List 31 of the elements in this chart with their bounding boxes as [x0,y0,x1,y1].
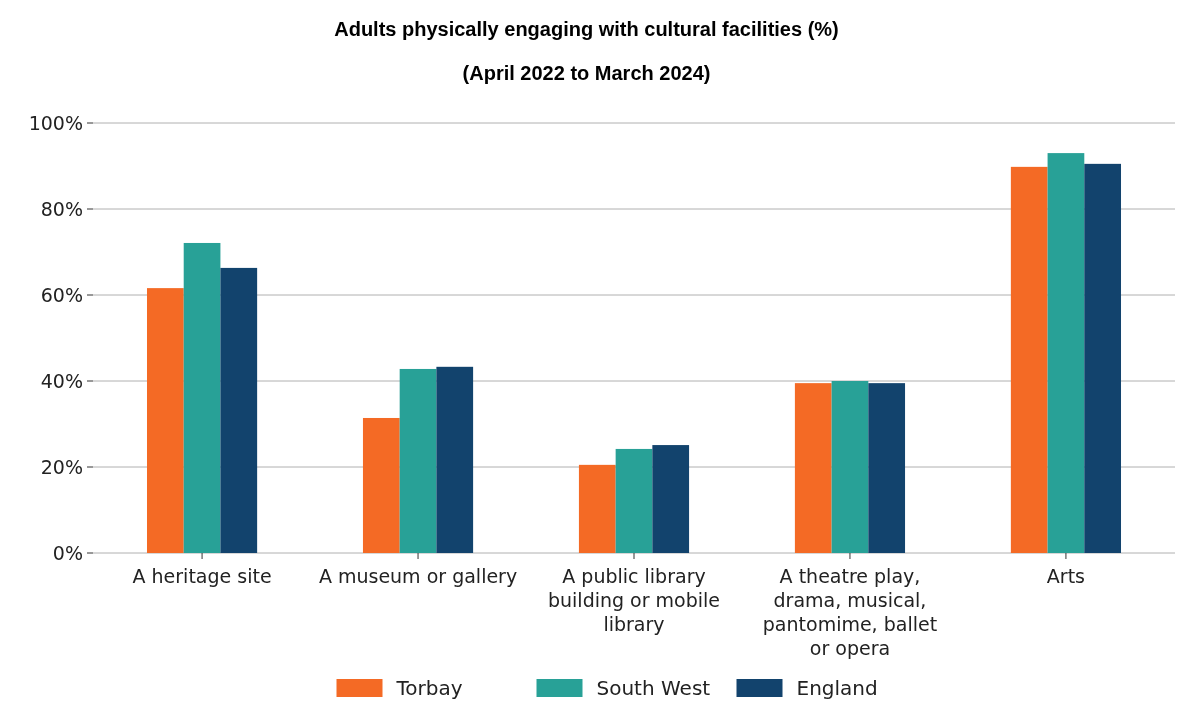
bar [831,381,869,553]
bar [362,417,400,553]
bar [652,445,690,553]
x-tick-label: A theatre play, drama, musical, pantomime, ballet or opera [762,565,938,659]
bar [146,288,184,553]
y-tick-label: 80% [40,197,83,220]
bar [1047,153,1085,553]
bar [794,383,832,553]
y-tick-label: 40% [40,369,83,392]
x-tick-label: A museum or gallery [318,565,518,587]
x-tick-label: Arts [1046,565,1086,587]
bar [615,448,653,553]
y-tick-label: 20% [40,455,83,478]
chart-subtitle: (April 2022 to March 2024) [462,62,711,84]
y-tick-label: 60% [40,283,83,306]
legend-label: South West [596,676,711,700]
chart-title: Adults physically engaging with cultural facilities (%) [334,18,839,40]
y-tick-label: 100% [28,111,83,134]
bar [1084,163,1121,553]
x-tick-label: A heritage site [132,565,272,587]
legend-label: England [796,676,878,700]
bar [399,368,437,553]
bar [436,366,474,553]
legend-label: Torbay [395,676,463,700]
bar [868,383,906,553]
bar [183,242,221,553]
bar [1010,166,1048,553]
bar [220,267,258,553]
x-tick-label: A public library building or mobile library [547,565,721,635]
y-tick-label: 0% [52,541,83,564]
bar [578,464,616,553]
